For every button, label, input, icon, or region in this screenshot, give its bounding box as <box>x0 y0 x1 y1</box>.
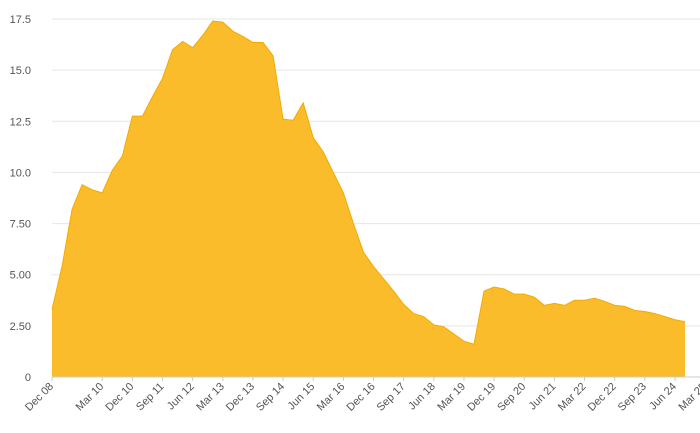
x-tick-label: Dec 13 <box>224 381 257 414</box>
y-axis: 0 2.50 5.00 7.50 10.0 12.5 15.0 17.5 <box>10 14 31 384</box>
x-tick-label: Dec 19 <box>465 381 498 414</box>
y-tick-label: 15.0 <box>10 65 31 77</box>
x-tick-label: Jun 18 <box>406 381 438 413</box>
x-tick-label: Mar 19 <box>435 381 468 414</box>
x-tick-label: Mar 13 <box>194 381 227 414</box>
y-tick-label: 2.50 <box>10 321 31 333</box>
y-tick-label: 17.5 <box>10 14 31 26</box>
y-tick-label: 0 <box>25 372 31 384</box>
x-tick-label: Dec 22 <box>586 381 619 414</box>
x-tick-label: Mar 22 <box>556 381 589 414</box>
x-tick-label: Dec 08 <box>23 381 56 414</box>
x-tick-label: Sep 23 <box>616 381 649 414</box>
x-tick-label: Mar 16 <box>315 381 348 414</box>
x-tick-label: Dec 16 <box>345 381 378 414</box>
y-tick-label: 7.50 <box>10 219 31 231</box>
area-series <box>52 21 685 377</box>
x-tick-label: Jun 21 <box>527 381 559 413</box>
x-tick-label: Mar 25 <box>677 381 700 414</box>
x-tick-label: Jun 12 <box>165 381 197 413</box>
y-tick-label: 12.5 <box>10 116 31 128</box>
area-series-line <box>51 20 686 345</box>
x-tick-label: Sep 20 <box>495 381 528 414</box>
x-tick-label: Jun 15 <box>286 381 318 413</box>
x-tick-label: Dec 10 <box>103 381 136 414</box>
x-tick-label: Sep 14 <box>254 381 287 414</box>
x-tick-label: Jun 24 <box>647 381 679 413</box>
y-tick-label: 10.0 <box>10 167 31 179</box>
y-tick-label: 5.00 <box>10 270 31 282</box>
x-tick-label: Mar 10 <box>74 381 107 414</box>
x-tick-label: Sep 17 <box>375 381 408 414</box>
x-tick-label: Sep 11 <box>134 381 167 414</box>
